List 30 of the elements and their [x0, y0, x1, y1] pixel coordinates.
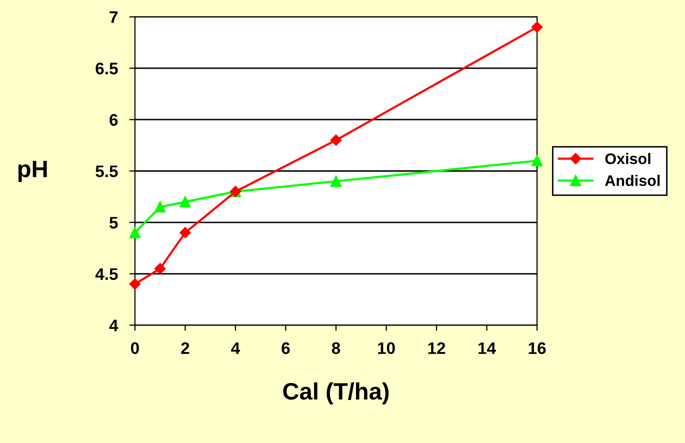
x-tick-label: 10 [378, 342, 395, 354]
x-tick-label: 2 [181, 342, 190, 354]
y-tick-label: 7 [110, 11, 118, 23]
y-tick-label: 4.5 [95, 268, 118, 280]
point [531, 22, 543, 33]
point [154, 263, 166, 274]
x-tick-label: 8 [332, 342, 340, 354]
x-tick-label: 0 [130, 342, 139, 354]
x-tick-label: 4 [231, 342, 240, 354]
y-tick-label: 4 [109, 320, 118, 332]
point [129, 227, 140, 238]
y-tick-label: 6.5 [96, 62, 118, 74]
y-tick-label: 6 [110, 114, 118, 126]
y-tick-label: 5.5 [96, 166, 118, 178]
y-tick-label: 5 [110, 216, 118, 229]
point [154, 201, 166, 213]
x-tick-label: 16 [528, 342, 546, 354]
point [330, 134, 342, 146]
point [180, 227, 191, 238]
point [330, 176, 342, 187]
point [180, 196, 191, 208]
x-tick-label: 14 [478, 342, 496, 354]
y-axis-title: pH [18, 160, 47, 182]
legend-label: Oxisol [605, 152, 650, 164]
legend-label: Andisol [605, 174, 660, 186]
point [129, 278, 141, 290]
x-axis-title: Cal (T/ha) [283, 382, 389, 404]
x-tick-label: 6 [282, 342, 290, 354]
point [531, 155, 543, 166]
x-tick-label: 12 [428, 342, 446, 354]
